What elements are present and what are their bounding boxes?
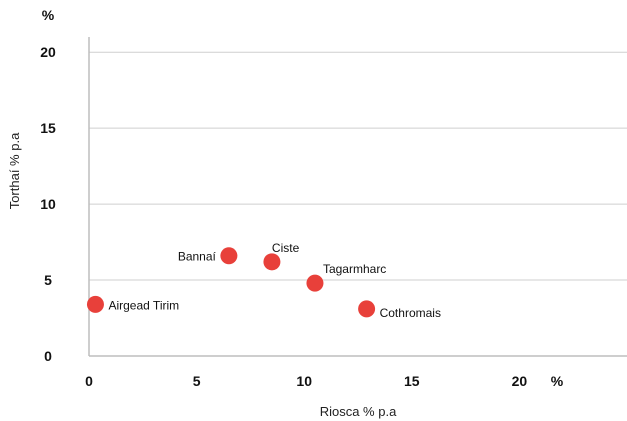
x-tick-label: 10: [296, 373, 312, 389]
data-points: Airgead Tirim Bannaí Ciste Tagarmharc Cothro…: [86, 241, 441, 320]
y-tick-label: 5: [44, 272, 52, 288]
data-point-label: Airgead Tirim: [108, 298, 179, 312]
data-point: [263, 253, 281, 271]
y-tick-label: 15: [40, 120, 56, 136]
data-point-label: Tagarmharc: [323, 262, 386, 276]
x-tick-label: 5: [193, 373, 201, 389]
data-point: [220, 247, 238, 265]
data-point: [86, 295, 104, 313]
data-point-label: Ciste: [272, 241, 300, 255]
y-axis-unit: %: [42, 7, 55, 23]
x-axis-unit: %: [551, 373, 564, 389]
y-tick-labels: 0 5 10 15 20: [40, 44, 56, 364]
grid-layer: [89, 51, 627, 281]
y-axis-title: Torthaí % p.a: [7, 132, 22, 209]
data-point: [306, 274, 324, 292]
data-point-label: Bannaí: [178, 250, 217, 264]
y-tick-label: 20: [40, 44, 56, 60]
x-tick-labels: 0 5 10 15 20: [85, 373, 527, 389]
data-point: [358, 300, 376, 318]
data-point-label: Cothromais: [380, 306, 441, 320]
x-tick-label: 20: [512, 373, 528, 389]
y-tick-label: 10: [40, 196, 56, 212]
x-tick-label: 15: [404, 373, 420, 389]
x-axis-title: Riosca % p.a: [320, 404, 397, 419]
x-tick-label: 0: [85, 373, 93, 389]
y-tick-label: 0: [44, 348, 52, 364]
